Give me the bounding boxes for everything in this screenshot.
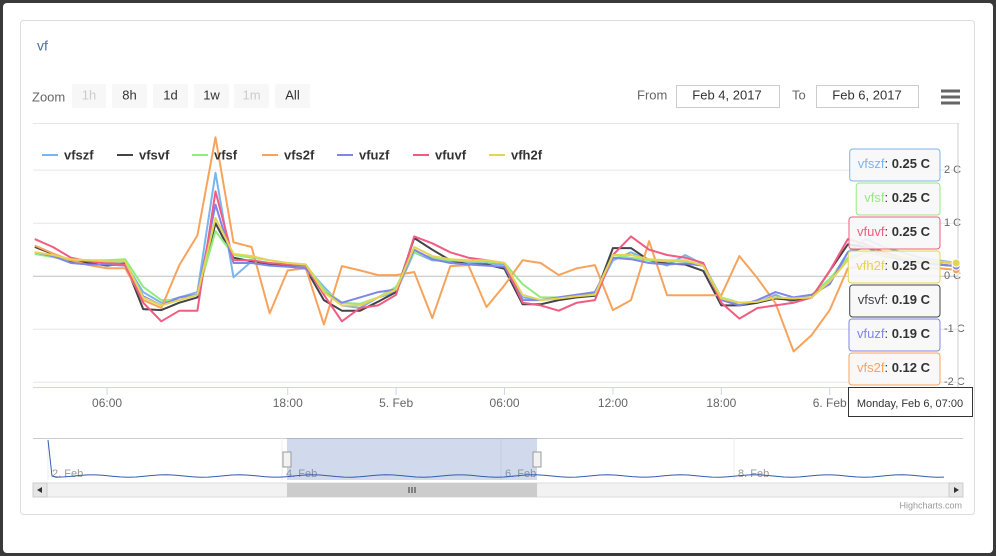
tooltip-name: vfsvf <box>858 292 885 307</box>
tooltip-name: vfszf <box>858 156 885 171</box>
chart-title: vf <box>37 38 48 54</box>
legend-label[interactable]: vfs2f <box>284 147 315 162</box>
legend-label[interactable]: vfh2f <box>511 147 543 162</box>
tooltip-value: 0.19 C <box>892 292 931 307</box>
zoom-button <box>72 84 106 108</box>
legend-label[interactable]: vfszf <box>64 147 94 162</box>
tooltip-box <box>848 216 941 250</box>
navigator-selection <box>287 438 537 480</box>
navigator-line <box>47 439 945 478</box>
x-tick-label: 06:00 <box>490 396 520 410</box>
zoom-button[interactable] <box>275 84 310 108</box>
tooltip-value: 0.25 C <box>892 190 931 205</box>
tooltip-name: vfuvf <box>857 224 885 239</box>
tooltip-text: vfsf: 0.25 C <box>864 190 930 205</box>
series-line <box>34 136 957 353</box>
tooltip-box <box>848 318 941 352</box>
legend-label[interactable]: vfuvf <box>435 147 467 162</box>
tooltip-value: 0.12 C <box>892 360 931 375</box>
from-label: From <box>637 87 667 102</box>
tooltip-name: vfsf <box>864 190 885 205</box>
tooltip-value: 0.25 C <box>892 156 931 171</box>
zoom-button-label[interactable]: All <box>285 87 300 102</box>
x-tick-label: 18:00 <box>706 396 736 410</box>
tooltip-header-box <box>848 387 973 417</box>
zoom-button[interactable] <box>194 84 229 108</box>
x-tick-label: 6. Feb <box>813 396 847 410</box>
from-value[interactable]: Feb 4, 2017 <box>692 87 761 102</box>
to-value[interactable]: Feb 6, 2017 <box>832 87 901 102</box>
y-tick-label: -1 C <box>944 323 965 335</box>
credit[interactable]: Highcharts.com <box>899 500 962 510</box>
series-line <box>34 216 957 307</box>
tooltip-text: vfszf: 0.25 C <box>858 156 931 171</box>
scroll-arrow <box>37 487 42 493</box>
tooltip-name: vfh2f <box>856 258 885 273</box>
tooltip-text: vfuzf: 0.19 C <box>857 326 931 341</box>
tooltip-text: vfh2f: 0.25 C <box>856 258 930 273</box>
tooltip-value: 0.19 C <box>892 326 931 341</box>
tooltip-header: Monday, Feb 6, 07:00 <box>857 398 963 410</box>
x-tick-label: 06:00 <box>92 396 122 410</box>
y-tick-label: -2 C <box>944 376 965 388</box>
menu-button[interactable] <box>941 89 960 105</box>
tooltip-box <box>848 352 941 386</box>
tooltip-colon: : <box>884 326 891 341</box>
tooltip-colon: : <box>884 360 891 375</box>
hover-marker <box>951 258 961 268</box>
tooltip-colon: : <box>884 156 891 171</box>
tooltip-box <box>855 182 941 216</box>
y-tick-label: 2 C <box>944 164 961 176</box>
navigator-label: 8. Feb <box>738 468 769 480</box>
zoom-button-label: 1m <box>242 87 260 102</box>
tooltip-colon: : <box>884 190 891 205</box>
x-tick-label: 12:00 <box>598 396 628 410</box>
to-input[interactable] <box>816 85 919 108</box>
zoom-label: Zoom <box>32 89 65 104</box>
navigator-handle[interactable] <box>282 451 292 468</box>
tooltip-name: vfuzf <box>857 326 885 341</box>
series-line <box>34 203 957 307</box>
tooltip-text: vfuvf: 0.25 C <box>857 224 931 239</box>
tooltip-value: 0.25 C <box>892 258 931 273</box>
zoom-button-label: 1h <box>82 87 96 102</box>
zoom-button[interactable] <box>153 84 188 108</box>
to-label: To <box>792 87 806 102</box>
tooltip-value: 0.25 C <box>892 224 931 239</box>
x-tick-label: 5. Feb <box>379 396 413 410</box>
scroll-arrow <box>954 487 959 493</box>
tooltip-colon: : <box>884 224 891 239</box>
zoom-button <box>234 84 269 108</box>
tooltip-colon: : <box>884 292 891 307</box>
navigator-label: 4. Feb <box>286 468 317 480</box>
thumb-grip <box>408 487 416 493</box>
zoom-button-label[interactable]: 1d <box>163 87 177 102</box>
zoom-button[interactable] <box>112 84 147 108</box>
tooltip-name: vfs2f <box>857 360 885 375</box>
y-tick-label: 1 C <box>944 217 961 229</box>
tooltip-box <box>849 148 941 182</box>
zoom-button-label[interactable]: 8h <box>122 87 136 102</box>
tooltip-box <box>847 250 941 284</box>
legend-label[interactable]: vfuzf <box>359 147 390 162</box>
tooltip-text: vfs2f: 0.12 C <box>857 360 931 375</box>
tooltip-colon: : <box>884 258 891 273</box>
navigator-label: 2. Feb <box>52 468 83 480</box>
legend-label[interactable]: vfsf <box>214 147 238 162</box>
x-tick-label: 18:00 <box>273 396 303 410</box>
navigator-handle[interactable] <box>532 451 542 468</box>
tooltip-box <box>849 284 941 318</box>
from-input[interactable] <box>676 85 780 108</box>
tooltip-text: vfsvf: 0.19 C <box>858 292 931 307</box>
zoom-button-label[interactable]: 1w <box>203 87 220 102</box>
legend-label[interactable]: vfsvf <box>139 147 170 162</box>
navigator-label: 6. Feb <box>505 468 536 480</box>
